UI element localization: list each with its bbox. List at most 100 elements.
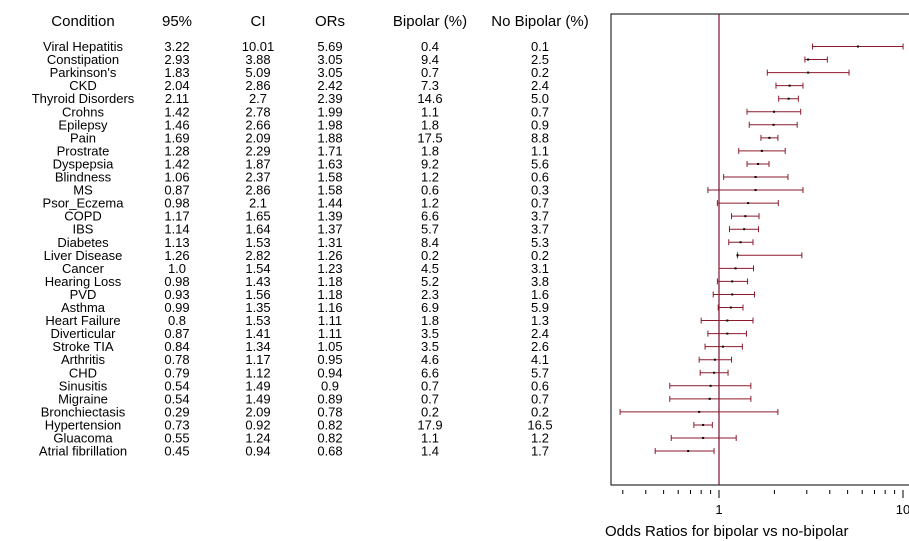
plot-frame [610,13,909,486]
cell-or: 0.89 [317,391,342,406]
cell-condition: Dyspepsia [53,156,114,171]
cell-condition: COPD [64,209,102,224]
column-header-bipolar-pct: Bipolar (%) [393,13,467,30]
cell-ci-low: 1.14 [164,222,189,237]
cell-condition: CKD [69,78,96,93]
column-header-or: ORs [315,13,345,30]
cell-ci-low: 2.93 [164,52,189,67]
cell-no-bipolar-pct: 0.2 [531,404,549,419]
cell-no-bipolar-pct: 0.1 [531,39,549,54]
cell-no-bipolar-pct: 1.3 [531,313,549,328]
tick-label: 10 [896,502,909,517]
cell-or: 0.68 [317,444,342,459]
cell-bipolar-pct: 5.2 [421,274,439,289]
cell-ci-low: 0.93 [164,287,189,302]
cell-ci-low: 1.46 [164,117,189,132]
cell-or: 1.16 [317,300,342,315]
x-axis: 1 10 [622,490,909,517]
cell-ci-low: 1.28 [164,143,189,158]
cell-bipolar-pct: 1.1 [421,431,439,446]
cell-or: 1.71 [317,143,342,158]
cell-ci-high: 2.1 [249,196,267,211]
cell-ci-high: 1.17 [245,352,270,367]
cell-ci-high: 2.66 [245,117,270,132]
cell-ci-high: 10.01 [242,39,275,54]
cell-ci-high: 1.49 [245,391,270,406]
cell-or: 0.95 [317,352,342,367]
or-point [736,254,739,257]
cell-condition: Diverticular [50,326,116,341]
cell-ci-high: 1.24 [245,431,270,446]
cell-bipolar-pct: 2.3 [421,287,439,302]
cell-bipolar-pct: 6.6 [421,365,439,380]
cell-ci-high: 1.64 [245,222,270,237]
cell-or: 0.94 [317,365,342,380]
cell-no-bipolar-pct: 2.5 [531,52,549,67]
or-point [760,149,763,152]
cell-ci-low: 0.55 [164,431,189,446]
cell-no-bipolar-pct: 0.6 [531,378,549,393]
cell-bipolar-pct: 0.6 [421,183,439,198]
cell-ci-high: 2.86 [245,78,270,93]
cell-ci-low: 1.69 [164,130,189,145]
cell-condition: Sinusitis [59,378,108,393]
cell-condition: Migraine [58,391,108,406]
or-point [768,136,771,139]
cell-condition: Crohns [62,104,104,119]
cell-condition: PVD [70,287,97,302]
cell-condition: Hearing Loss [45,274,122,289]
cell-or: 1.58 [317,170,342,185]
or-point [807,71,810,74]
cell-or: 1.18 [317,274,342,289]
cell-ci-high: 0.92 [245,417,270,432]
or-point [739,241,742,244]
cell-no-bipolar-pct: 0.2 [531,248,549,263]
x-axis-label: Odds Ratios for bipolar vs no-bipolar [605,523,848,540]
cell-ci-high: 1.54 [245,261,270,276]
cell-ci-high: 2.82 [245,248,270,263]
cell-ci-high: 2.29 [245,143,270,158]
or-point [702,437,705,439]
or-point [807,58,810,61]
or-point [726,332,729,335]
cell-bipolar-pct: 0.7 [421,391,439,406]
cell-bipolar-pct: 0.7 [421,65,439,80]
cell-ci-low: 0.73 [164,417,189,432]
cell-condition: Asthma [61,300,106,315]
cell-or: 1.37 [317,222,342,237]
cell-condition: Epilepsy [58,117,108,132]
cell-or: 2.39 [317,91,342,106]
tick-label: 1 [715,502,722,517]
cell-no-bipolar-pct: 5.3 [531,235,549,250]
cell-ci-low: 1.06 [164,170,189,185]
cell-no-bipolar-pct: 5.6 [531,156,549,171]
cell-ci-low: 1.13 [164,235,189,250]
cell-or: 1.39 [317,209,342,224]
cell-bipolar-pct: 7.3 [421,78,439,93]
cell-no-bipolar-pct: 0.7 [531,391,549,406]
cell-no-bipolar-pct: 3.7 [531,209,549,224]
cell-no-bipolar-pct: 0.7 [531,196,549,211]
cell-ci-low: 0.45 [164,444,189,459]
cell-bipolar-pct: 1.8 [421,117,439,132]
or-point [721,345,724,348]
cell-no-bipolar-pct: 0.6 [531,170,549,185]
cell-bipolar-pct: 0.4 [421,39,439,54]
cell-no-bipolar-pct: 1.2 [531,431,549,446]
cell-no-bipolar-pct: 2.4 [531,78,549,93]
or-point [744,215,747,218]
cell-bipolar-pct: 1.8 [421,143,439,158]
cell-or: 0.82 [317,431,342,446]
or-point [757,162,760,165]
or-point [687,450,690,453]
cell-no-bipolar-pct: 5.9 [531,300,549,315]
cell-ci-low: 0.79 [164,365,189,380]
cell-condition: Constipation [47,52,119,67]
cell-bipolar-pct: 0.2 [421,404,439,419]
cell-ci-low: 2.04 [164,78,189,93]
cell-bipolar-pct: 0.2 [421,248,439,263]
cell-no-bipolar-pct: 0.2 [531,65,549,80]
cell-or: 1.98 [317,117,342,132]
or-point [708,397,711,400]
cell-bipolar-pct: 6.9 [421,300,439,315]
